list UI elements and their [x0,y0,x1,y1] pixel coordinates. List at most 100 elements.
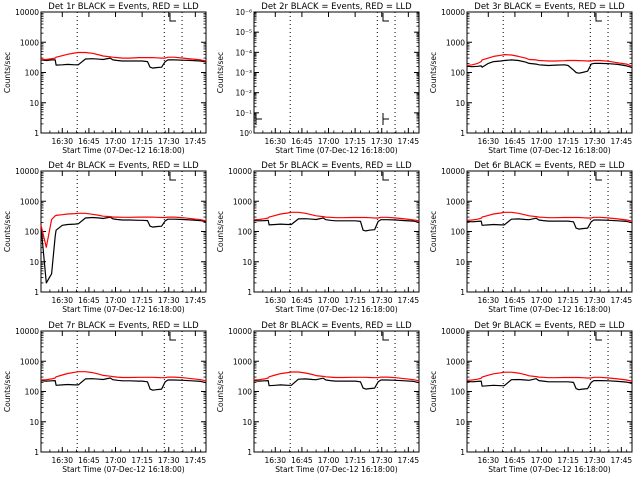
y-axis-label: Counts/sec [429,211,438,252]
y-tick-label: 100 [25,69,40,78]
plot-frame [253,11,420,134]
x-tick-label: 17:30 [584,137,606,146]
x-tick-label: 17:45 [611,296,633,305]
panel-det8r: Det 8r BLACK = Events, RED = LLD 1 10 100 10… [216,321,420,474]
x-tick-label: 16:45 [504,456,526,465]
x-tick-label: 17:45 [398,137,420,146]
panel-title: Det 8r BLACK = Events, RED = LLD [261,321,412,331]
y-tick-label: 10⁻⁵ [235,28,252,37]
y-tick-label: 1 [247,448,252,457]
panel-title: Det 4r BLACK = Events, RED = LLD [48,161,199,171]
x-axis-label: Start Time (07-Dec-12 16:18:00) [62,146,184,155]
x-tick-label: 17:15 [344,296,366,305]
x-tick-label: 17:30 [584,456,606,465]
y-tick-label: 1000 [446,38,465,47]
x-tick-label: 17:45 [611,456,633,465]
y-axis-label: Counts/sec [3,52,12,93]
top-bracket-marker [595,13,602,22]
series-lld-line [253,211,420,222]
y-tick-label: 10⁻⁶ [235,8,252,17]
x-axis-label: Start Time (07-Dec-12 16:18:00) [275,305,397,314]
x-tick-label: 17:15 [131,456,153,465]
x-tick-label: 17:00 [531,456,553,465]
series-lld-line [40,212,207,248]
y-tick-label: 10⁰ [239,129,252,138]
x-tick-label: 17:45 [185,456,207,465]
x-tick-label: 16:45 [504,137,526,146]
y-tick-label: 1000 [233,357,252,366]
x-tick-label: 16:30 [51,296,73,305]
x-tick-label: 17:45 [185,137,207,146]
y-tick-label: 10000 [228,167,252,176]
y-tick-label: 1000 [446,357,465,366]
top-bracket-marker [169,172,176,181]
x-tick-label: 16:45 [78,296,100,305]
panel-title: Det 5r BLACK = Events, RED = LLD [261,161,412,171]
y-tick-label: 10000 [441,327,465,336]
y-axis-label: Counts/sec [429,52,438,93]
top-bracket-marker [595,332,602,341]
y-tick-label: 10⁻³ [235,69,252,78]
series-events-line [466,378,633,391]
x-tick-label: 17:30 [371,456,393,465]
panel-det1r: Det 1r BLACK = Events, RED = LLD 1 10 100 10… [3,2,207,155]
y-tick-label: 1 [34,129,39,138]
series-lld-line [40,371,207,382]
y-tick-label: 100 [451,228,466,237]
y-tick-label: 1000 [20,197,39,206]
y-tick-label: 100 [451,388,466,397]
x-axis-label: Start Time (07-Dec-12 16:18:00) [488,146,610,155]
series-events-line [40,57,207,69]
y-tick-label: 10000 [441,8,465,17]
x-tick-label: 17:15 [557,137,579,146]
y-tick-label: 100 [238,388,253,397]
y-tick-label: 10⁻⁴ [235,48,252,57]
y-tick-label: 100 [451,69,466,78]
y-tick-label: 100 [25,388,40,397]
x-axis-label: Start Time (07-Dec-12 16:18:00) [488,305,610,314]
x-tick-label: 16:45 [291,296,313,305]
x-tick-label: 16:45 [291,137,313,146]
y-tick-label: 10000 [15,327,39,336]
plot-frame [466,330,633,453]
panel-det4r: Det 4r BLACK = Events, RED = LLD 1 10 100 10… [3,161,207,314]
x-tick-label: 17:00 [318,137,340,146]
x-axis-label: Start Time (07-Dec-12 16:18:00) [488,465,610,474]
x-tick-label: 16:45 [78,137,100,146]
y-tick-label: 10 [455,418,465,427]
x-tick-label: 17:15 [131,296,153,305]
panel-title: Det 2r BLACK = Events, RED = LLD [261,2,412,12]
series-lld-line [466,53,633,67]
x-tick-label: 16:45 [78,456,100,465]
x-tick-label: 17:15 [344,137,366,146]
x-tick-label: 16:45 [504,296,526,305]
x-tick-label: 16:30 [477,456,499,465]
x-tick-label: 17:45 [398,296,420,305]
panel-det7r: Det 7r BLACK = Events, RED = LLD 1 10 100 10… [3,321,207,474]
panel-title: Det 3r BLACK = Events, RED = LLD [474,2,625,12]
x-tick-label: 17:15 [557,456,579,465]
y-tick-label: 10000 [228,327,252,336]
panel-title: Det 6r BLACK = Events, RED = LLD [474,161,625,171]
y-tick-label: 1 [34,448,39,457]
x-tick-label: 17:00 [318,456,340,465]
top-bracket-marker [169,332,176,341]
x-tick-label: 17:45 [611,137,633,146]
y-tick-label: 10⁻² [235,89,252,98]
y-tick-label: 1 [247,288,252,297]
x-tick-label: 17:00 [531,296,553,305]
panel-title: Det 1r BLACK = Events, RED = LLD [48,2,199,12]
x-tick-label: 17:15 [557,296,579,305]
series-lld-line [41,51,207,62]
y-tick-label: 1000 [20,357,39,366]
x-tick-label: 16:30 [477,137,499,146]
series-lld-line [466,371,633,382]
y-axis-label: Counts/sec [216,211,225,252]
plot-frame [253,170,420,293]
x-tick-label: 17:30 [158,456,180,465]
plot-frame [253,330,420,453]
x-axis-label: Start Time (07-Dec-12 16:18:00) [275,465,397,474]
plot-frame [466,11,633,134]
series-events-line [253,217,420,232]
